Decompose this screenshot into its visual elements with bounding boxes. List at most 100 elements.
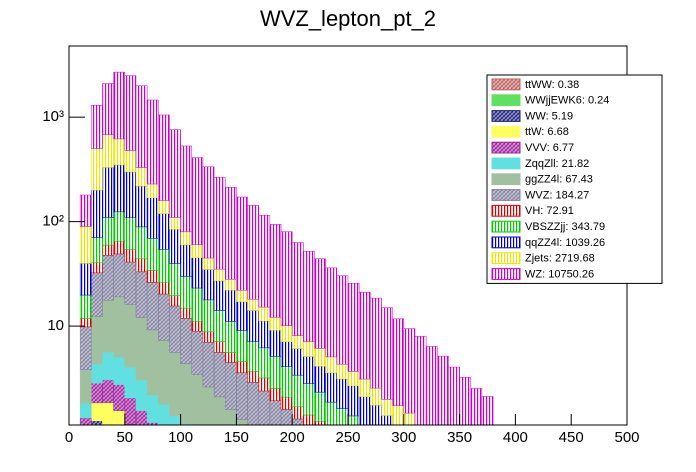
histogram-bar: [180, 307, 193, 319]
histogram-bar: [202, 166, 215, 259]
histogram-bar: [113, 356, 126, 385]
x-tick-label: 200: [280, 429, 305, 446]
legend-label: WW: 5.19: [525, 110, 573, 122]
histogram-bar: [124, 366, 137, 399]
histogram-bar: [213, 396, 226, 426]
histogram-bar: [124, 150, 137, 173]
histogram-bar: [158, 249, 170, 283]
histogram-bar: [91, 402, 103, 422]
histogram-bar: [303, 383, 315, 416]
histogram-bar: [135, 226, 148, 260]
histogram-bar: [336, 378, 349, 409]
x-tick-label: 300: [391, 429, 416, 446]
legend: ttWW: 0.38 WWjjEWK6: 0.24 WW: 5.19 ttW: 6.6…: [486, 74, 663, 284]
legend-swatch: [491, 236, 521, 249]
histogram-bar: [269, 400, 282, 426]
histogram-bar: [124, 397, 137, 425]
histogram-bar: [169, 295, 181, 307]
histogram-bar: [180, 318, 193, 364]
histogram-bar: [158, 404, 170, 426]
histogram-bar: [358, 291, 371, 380]
histogram-bar: [224, 409, 237, 426]
histogram-bar: [347, 385, 360, 417]
histogram-bar: [79, 326, 92, 370]
histogram-bar: [91, 420, 103, 426]
histogram-bar: [180, 363, 193, 425]
legend-label: VBSZZjj: 343.79: [525, 221, 605, 233]
histogram-bar: [102, 217, 114, 246]
histogram-bar: [448, 366, 460, 426]
histogram-bar: [124, 249, 137, 263]
legend-swatch: [491, 110, 521, 122]
x-tick-label: 150: [224, 429, 249, 446]
legend-label: Zjets: 2719.68: [525, 253, 595, 265]
histogram-bar: [146, 238, 159, 271]
histogram-bar: [102, 83, 114, 135]
histogram-bar: [280, 396, 293, 410]
histogram-bar: [347, 415, 360, 426]
histogram-bar: [180, 231, 193, 246]
histogram-bar: [224, 362, 237, 411]
histogram-bar: [258, 347, 271, 379]
histogram-bar: [91, 237, 103, 264]
histogram-bar: [180, 145, 193, 233]
legend-swatch: [491, 125, 521, 138]
histogram-bar: [303, 414, 315, 426]
histogram-bar: [102, 167, 114, 218]
histogram-bar: [291, 418, 304, 426]
legend-label: qqZZ4l: 1039.26: [525, 237, 605, 249]
legend-swatch: [491, 189, 521, 201]
histogram-bar: [303, 341, 315, 357]
x-tick-label: 0: [65, 429, 73, 446]
histogram-bar: [191, 330, 204, 375]
plot-area: [79, 71, 494, 426]
histogram-bar: [414, 335, 427, 426]
histogram-bar: [280, 231, 293, 326]
histogram-bar: [291, 335, 304, 349]
histogram-bar: [247, 382, 259, 426]
histogram-bar: [102, 244, 114, 256]
histogram-bar: [314, 348, 326, 367]
histogram-bar: [124, 261, 137, 305]
histogram-bar: [280, 366, 293, 398]
histogram-bar: [269, 388, 282, 401]
histogram-bar: [191, 287, 204, 322]
histogram-bar: [158, 293, 170, 341]
x-tick-label: 450: [559, 429, 584, 446]
histogram-bar: [258, 390, 271, 426]
histogram-bar: [91, 272, 103, 317]
histogram-bar: [191, 257, 204, 289]
histogram-bar: [224, 187, 237, 280]
histogram-bar: [269, 224, 282, 318]
histogram-bar: [113, 384, 126, 411]
histogram-bar: [135, 410, 148, 426]
histogram-bar: [303, 250, 315, 342]
histogram-bar: [169, 217, 181, 230]
histogram-bar: [336, 275, 349, 365]
histogram-bar: [146, 270, 159, 283]
histogram-bar: [169, 305, 181, 353]
legend-label: WVZ: 184.27: [525, 189, 589, 201]
legend-swatch: [491, 78, 521, 91]
histogram-bar: [202, 341, 215, 388]
histogram-bar: [325, 401, 338, 426]
histogram-bar: [102, 402, 114, 425]
histogram-bar: [213, 310, 226, 342]
y-tick-label: 10³: [42, 108, 64, 125]
histogram-bar: [202, 386, 215, 426]
histogram-bar: [314, 365, 326, 393]
legend-swatch: [491, 252, 521, 265]
histogram-bar: [135, 379, 148, 411]
histogram-bar: [146, 394, 159, 423]
histogram-bar: [258, 320, 271, 349]
legend-label: ttW: 6.68: [525, 126, 569, 138]
histogram-bar: [213, 268, 226, 282]
x-tick-label: 50: [116, 429, 133, 446]
histogram-bar: [269, 356, 282, 389]
legend-swatch: [491, 94, 521, 107]
histogram-bar: [146, 329, 159, 396]
histogram-bar: [336, 363, 349, 380]
histogram-bar: [113, 211, 126, 242]
histogram-bar: [303, 356, 315, 384]
histogram-bar: [191, 320, 204, 332]
